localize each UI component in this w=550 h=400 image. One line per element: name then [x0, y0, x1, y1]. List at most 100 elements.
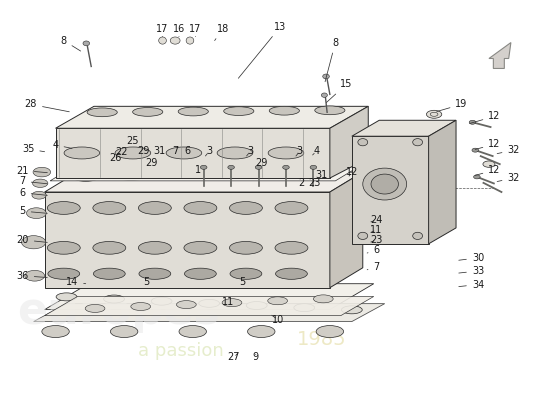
Ellipse shape [133, 108, 163, 116]
Ellipse shape [178, 107, 208, 116]
Polygon shape [45, 284, 374, 310]
Text: 31: 31 [316, 170, 328, 180]
Polygon shape [45, 296, 374, 316]
Text: 17: 17 [156, 24, 169, 36]
Ellipse shape [430, 112, 438, 116]
Polygon shape [34, 304, 384, 322]
Ellipse shape [48, 268, 80, 279]
Ellipse shape [323, 74, 329, 79]
Ellipse shape [94, 268, 125, 279]
Ellipse shape [115, 147, 151, 159]
Ellipse shape [229, 242, 262, 254]
Ellipse shape [179, 326, 206, 338]
Text: 12: 12 [475, 139, 500, 150]
Polygon shape [428, 120, 456, 244]
Text: 22: 22 [115, 147, 128, 157]
Text: 8: 8 [60, 36, 81, 51]
Ellipse shape [469, 120, 476, 124]
Ellipse shape [412, 232, 422, 240]
Ellipse shape [315, 106, 345, 115]
Ellipse shape [358, 139, 368, 146]
Polygon shape [352, 136, 428, 244]
Text: 6: 6 [184, 146, 190, 156]
Ellipse shape [248, 326, 275, 338]
Ellipse shape [222, 299, 242, 307]
Text: 29: 29 [137, 146, 150, 156]
Ellipse shape [64, 147, 100, 159]
Ellipse shape [229, 202, 262, 214]
Text: 13: 13 [238, 22, 287, 78]
Text: 32: 32 [497, 173, 520, 183]
Polygon shape [489, 42, 511, 68]
Ellipse shape [275, 242, 308, 254]
Ellipse shape [371, 174, 398, 194]
Ellipse shape [316, 326, 344, 338]
Ellipse shape [111, 326, 138, 338]
Ellipse shape [139, 242, 171, 254]
Text: 12: 12 [475, 165, 500, 175]
Ellipse shape [159, 37, 166, 44]
Text: 16: 16 [173, 24, 185, 36]
Text: 14: 14 [66, 277, 86, 287]
Ellipse shape [246, 302, 267, 310]
Text: 4: 4 [52, 140, 72, 150]
Ellipse shape [321, 93, 327, 97]
Text: 25: 25 [126, 136, 139, 146]
Text: 26: 26 [109, 153, 122, 163]
Ellipse shape [25, 270, 45, 281]
Ellipse shape [276, 268, 307, 279]
Ellipse shape [26, 208, 46, 218]
Ellipse shape [217, 147, 253, 159]
Text: 3: 3 [206, 146, 212, 156]
Ellipse shape [33, 167, 51, 177]
Ellipse shape [300, 168, 327, 177]
Ellipse shape [32, 179, 48, 188]
Ellipse shape [310, 165, 317, 169]
Text: 5: 5 [19, 206, 47, 216]
Ellipse shape [483, 161, 495, 167]
Text: 30: 30 [459, 253, 484, 263]
Ellipse shape [21, 236, 46, 249]
Text: 5: 5 [143, 277, 149, 287]
Ellipse shape [151, 297, 172, 305]
Text: 2: 2 [298, 178, 305, 188]
Polygon shape [56, 106, 369, 128]
Text: 3: 3 [296, 146, 303, 156]
Ellipse shape [177, 301, 196, 308]
Ellipse shape [139, 202, 171, 214]
Ellipse shape [230, 268, 262, 279]
Text: 10: 10 [272, 314, 284, 324]
Polygon shape [330, 172, 363, 288]
Ellipse shape [47, 202, 80, 214]
Text: 29: 29 [255, 158, 267, 168]
Text: 7: 7 [172, 146, 178, 156]
Ellipse shape [184, 202, 217, 214]
Text: 9: 9 [253, 352, 259, 362]
Polygon shape [50, 161, 369, 181]
Ellipse shape [358, 232, 368, 240]
Ellipse shape [228, 165, 234, 169]
Polygon shape [45, 172, 363, 192]
Text: 36: 36 [16, 271, 47, 281]
Ellipse shape [268, 297, 288, 305]
Text: 19: 19 [437, 99, 468, 112]
Ellipse shape [166, 147, 202, 159]
Text: 4: 4 [312, 146, 319, 156]
Text: 23: 23 [370, 235, 383, 245]
Text: a passion: a passion [138, 342, 224, 360]
Ellipse shape [56, 293, 77, 301]
Polygon shape [56, 128, 330, 178]
Ellipse shape [170, 37, 180, 44]
Ellipse shape [255, 165, 262, 169]
Text: 20: 20 [16, 235, 47, 245]
Text: 33: 33 [459, 266, 484, 276]
Text: 21: 21 [16, 166, 47, 176]
Ellipse shape [186, 37, 194, 44]
Ellipse shape [283, 165, 289, 169]
Polygon shape [352, 120, 456, 136]
Ellipse shape [42, 326, 69, 338]
Text: 11: 11 [222, 297, 234, 307]
Text: 3: 3 [246, 146, 254, 156]
Text: 7: 7 [367, 262, 380, 272]
Ellipse shape [118, 172, 145, 180]
